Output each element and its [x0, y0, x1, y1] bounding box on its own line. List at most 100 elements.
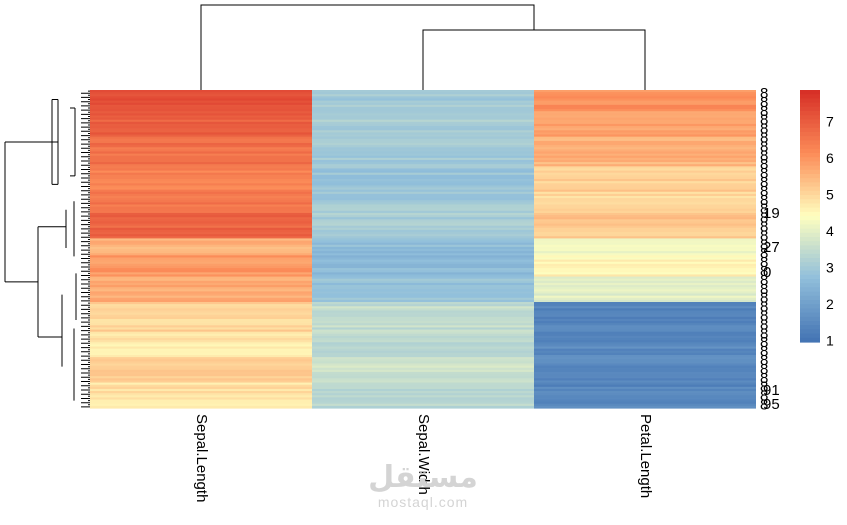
heatmap-cell [90, 238, 312, 242]
heatmap-cell [312, 357, 534, 360]
heatmap-cell [90, 348, 312, 352]
heatmap-cell [312, 376, 534, 379]
heatmap-cell [90, 403, 312, 407]
heatmap-cell [534, 357, 756, 360]
heatmap-cell [90, 316, 312, 320]
heatmap-cell [90, 268, 312, 271]
heatmap-cell [312, 240, 534, 244]
watermark-arabic: مستقل [368, 460, 478, 495]
heatmap-cell [312, 323, 534, 326]
heatmap-cell [534, 274, 756, 278]
heatmap-cell [534, 219, 756, 223]
heatmap-cell [534, 297, 756, 301]
heatmap-cell [312, 109, 534, 112]
heatmap-cell [312, 405, 534, 409]
row-label: 8 [760, 112, 768, 129]
heatmap-cell [312, 198, 534, 201]
heatmap-cell [534, 310, 756, 314]
heatmap-cell [534, 276, 756, 280]
heatmap-cell [534, 363, 756, 367]
heatmap-cell [90, 102, 312, 106]
heatmap-cell [90, 236, 312, 239]
heatmap-cell [534, 111, 756, 114]
heatmap-cell [90, 227, 312, 231]
heatmap-cell [534, 376, 756, 379]
heatmap-cell [90, 342, 312, 345]
legend-swatch [800, 148, 820, 154]
heatmap-cell [90, 123, 312, 127]
heatmap-cell [312, 327, 534, 331]
heatmap-cell [534, 280, 756, 284]
heatmap-cell [534, 221, 756, 225]
heatmap-cell [312, 251, 534, 254]
heatmap-cell [312, 365, 534, 369]
heatmap-cell [312, 308, 534, 312]
heatmap-cell [312, 232, 534, 235]
heatmap-cell [90, 363, 312, 367]
heatmap-cell [90, 157, 312, 161]
heatmap-cell [90, 206, 312, 210]
legend-swatch [800, 232, 820, 238]
heatmap-cell [312, 227, 534, 231]
heatmap-cell [534, 259, 756, 263]
heatmap-cell [534, 208, 756, 212]
heatmap-cell [534, 164, 756, 167]
heatmap-cell [90, 100, 312, 104]
heatmap-cell [312, 119, 534, 123]
heatmap-cell [534, 115, 756, 119]
row-label: 8 [760, 263, 768, 280]
heatmap-cell [312, 102, 534, 106]
heatmap-cell [312, 143, 534, 146]
legend-swatch [800, 249, 820, 255]
heatmap-cell [312, 100, 534, 104]
heatmap-cell [534, 306, 756, 309]
heatmap-cell [312, 378, 534, 382]
heatmap-cell [534, 196, 756, 199]
heatmap-cell [90, 109, 312, 112]
heatmap-cell [534, 179, 756, 182]
row-label: 8 [760, 201, 768, 218]
heatmap-cell [90, 145, 312, 148]
heatmap-cell [312, 151, 534, 155]
heatmap-cell [90, 295, 312, 299]
heatmap-cell [312, 153, 534, 157]
heatmap-cell [90, 299, 312, 303]
heatmap-cell [534, 106, 756, 110]
row-label: 8 [760, 388, 768, 405]
heatmap-cell [534, 393, 756, 396]
heatmap-cell [312, 340, 534, 343]
row-label: 8 [760, 325, 768, 342]
heatmap-cell [90, 215, 312, 218]
heatmap-cell [312, 210, 534, 214]
heatmap-cell [534, 380, 756, 384]
heatmap-cell [312, 191, 534, 195]
heatmap-cell [312, 229, 534, 233]
heatmap-cell [312, 259, 534, 263]
heatmap-cell [90, 249, 312, 252]
heatmap-cell [90, 401, 312, 405]
row-label: 27 [763, 239, 780, 256]
heatmap-cell [534, 302, 756, 305]
heatmap-cell [534, 172, 756, 176]
heatmap-cell [534, 251, 756, 254]
heatmap-cell [90, 128, 312, 131]
heatmap-cell [534, 117, 756, 121]
heatmap-cell [534, 340, 756, 343]
heatmap-cell [312, 208, 534, 212]
heatmap-cell [90, 149, 312, 153]
watermark-latin: mostaql.com [377, 494, 469, 510]
row-label: 8 [760, 290, 768, 307]
heatmap-cell [90, 244, 312, 248]
heatmap-cell [90, 126, 312, 129]
legend-swatch [800, 333, 820, 339]
heatmap-cell [534, 287, 756, 290]
heatmap-cell [90, 257, 312, 261]
heatmap-cell [90, 208, 312, 212]
heatmap-cell [534, 98, 756, 102]
heatmap-cell [90, 134, 312, 138]
heatmap-cell [90, 302, 312, 305]
heatmap-cell [90, 183, 312, 186]
heatmap-cell [534, 278, 756, 282]
legend-swatch [800, 253, 820, 259]
